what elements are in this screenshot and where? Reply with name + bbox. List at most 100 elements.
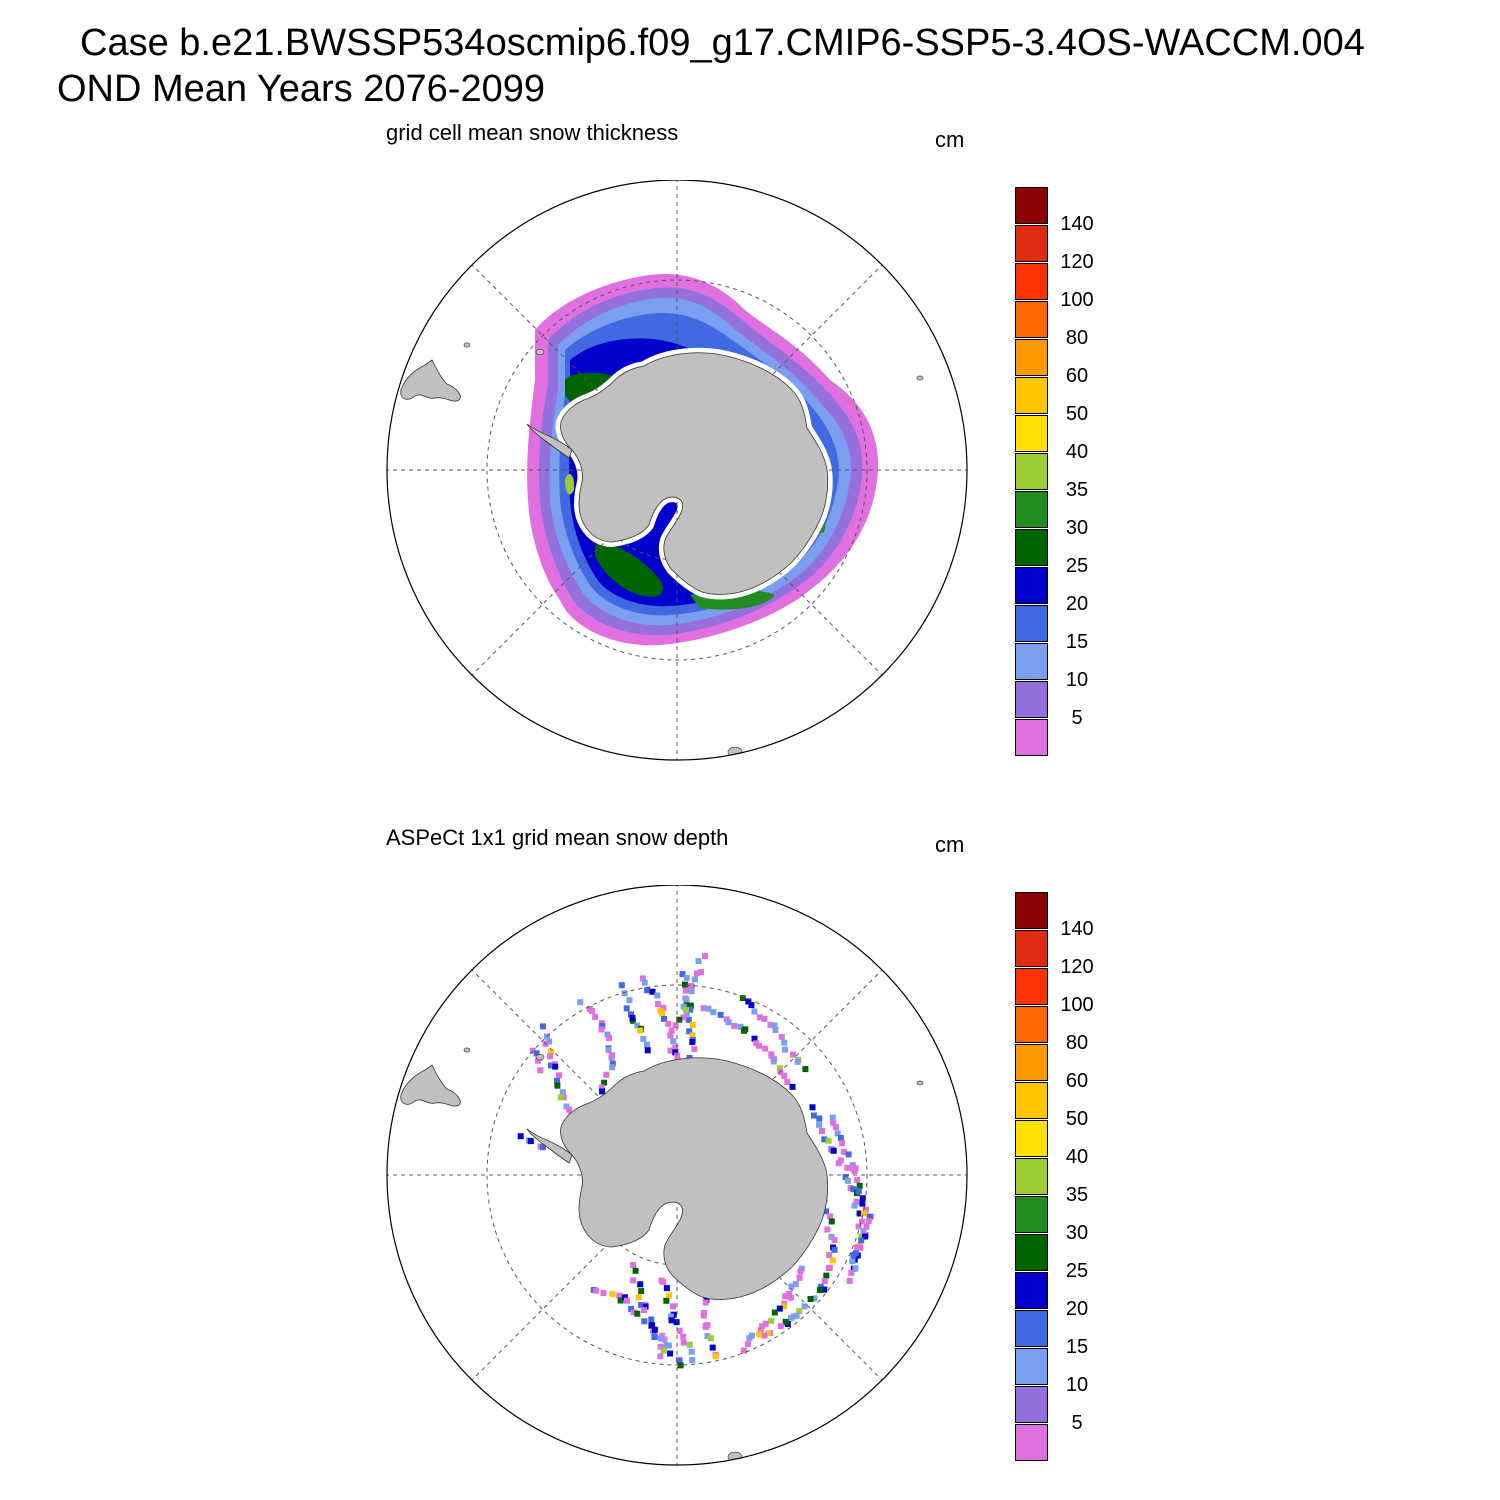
observation-cell: [666, 1292, 673, 1299]
observation-cell: [691, 976, 698, 983]
observation-cell: [634, 1310, 641, 1317]
colorbar-box: [1015, 1006, 1048, 1043]
title-line-2: OND Mean Years 2076-2099: [57, 68, 545, 110]
observation-cell: [792, 1281, 799, 1288]
colorbar-box: [1015, 1272, 1048, 1309]
observation-cell: [657, 1353, 664, 1360]
observation-cell: [761, 1332, 768, 1339]
observation-cell: [844, 1164, 851, 1171]
observation-cell: [685, 1016, 692, 1023]
colorbar-box: [1015, 1386, 1048, 1423]
observation-cell: [788, 1283, 795, 1290]
parallel-circle: [486, 279, 868, 661]
observation-cell: [533, 1050, 540, 1057]
colorbar-label: 80: [1065, 327, 1089, 349]
observation-cell: [829, 1257, 836, 1264]
observation-cell: [634, 1022, 641, 1029]
observation-cell: [756, 1331, 763, 1338]
observation-cell: [856, 1210, 863, 1217]
observation-cell: [865, 1218, 872, 1225]
observation-cell: [682, 987, 689, 994]
observation-cell: [598, 1026, 605, 1033]
observation-cell: [784, 1079, 791, 1085]
observation-cell: [768, 1052, 775, 1059]
observation-cell: [846, 1277, 853, 1284]
observation-cell: [821, 1278, 828, 1284]
observation-cell: [782, 1293, 789, 1300]
observation-cell: [856, 1182, 863, 1189]
observation-cell: [798, 1265, 805, 1272]
observation-cell: [626, 997, 633, 1004]
colorbar-box: [1015, 187, 1048, 224]
antarctica-landmass: [560, 1057, 829, 1300]
observation-cell: [676, 1357, 683, 1364]
observation-cell: [687, 1006, 694, 1013]
observation-cell: [686, 1341, 693, 1348]
observation-cell: [790, 1051, 796, 1058]
observation-cell: [842, 1174, 849, 1180]
observation-cell: [667, 1313, 674, 1320]
observation-cell: [858, 1233, 865, 1240]
observation-cell: [725, 1019, 732, 1026]
observation-cell: [849, 1162, 856, 1169]
observation-cell: [704, 1333, 711, 1340]
observation-cell: [782, 1046, 789, 1053]
colorbar-box: [1015, 529, 1048, 566]
observation-cell: [837, 1134, 844, 1141]
island: [535, 348, 545, 356]
observation-cell: [557, 1094, 564, 1101]
observation-cell: [539, 1144, 546, 1151]
observation-cell: [682, 981, 688, 988]
observation-cell: [638, 1288, 645, 1295]
observation-cell: [794, 1058, 801, 1065]
observation-cell: [628, 1305, 635, 1312]
observation-cell: [862, 1233, 869, 1240]
observation-cell: [731, 1022, 738, 1029]
observation-cell: [859, 1200, 866, 1207]
observation-cell: [592, 1013, 599, 1020]
observation-cell: [845, 1151, 852, 1158]
colorbar-label: 50: [1065, 403, 1089, 425]
colorbar-box: [1015, 1348, 1048, 1385]
observation-cell: [855, 1188, 862, 1195]
observation-cell: [759, 1323, 766, 1330]
observation-cell: [745, 998, 752, 1005]
observation-cell: [781, 1039, 788, 1046]
observation-cell: [667, 1047, 674, 1054]
observation-cell: [683, 974, 690, 981]
observation-cell: [853, 1198, 860, 1205]
colorbar-box: [1015, 225, 1048, 262]
panel-title-model: grid cell mean snow thickness: [386, 120, 679, 145]
observation-cell: [829, 1114, 836, 1121]
colorbar-label: 25: [1065, 1260, 1089, 1282]
colorbar-label: 120: [1060, 956, 1094, 978]
observation-cell: [857, 1244, 864, 1251]
observation-cell: [710, 1009, 717, 1016]
observation-cell: [667, 1350, 674, 1357]
observation-cell: [771, 1309, 778, 1316]
island: [916, 1080, 924, 1086]
observation-cell: [811, 1295, 818, 1302]
observation-cell: [855, 1223, 862, 1230]
observation-cell: [809, 1104, 816, 1111]
map-boundary: [386, 180, 968, 761]
observation-cell: [683, 1010, 690, 1017]
antarctica-landmass: [560, 352, 829, 595]
observation-cell: [556, 1072, 563, 1079]
observation-cell: [589, 1008, 596, 1014]
observation-cell: [830, 1119, 837, 1126]
colorbar-box: [1015, 1158, 1048, 1195]
observation-cell: [630, 1309, 637, 1316]
observation-cell: [739, 995, 746, 1002]
observation-cell: [679, 971, 686, 978]
observation-cell: [640, 1035, 647, 1042]
colorbar-label: 100: [1060, 994, 1094, 1016]
observation-cell: [839, 1140, 846, 1147]
observation-cell: [702, 953, 708, 959]
observation-cell: [849, 1258, 856, 1265]
observation-cell: [687, 983, 694, 989]
observation-cell: [740, 1347, 747, 1354]
observation-cell: [787, 1294, 794, 1301]
observation-cell: [744, 1341, 751, 1348]
observation-cell: [858, 1237, 865, 1244]
